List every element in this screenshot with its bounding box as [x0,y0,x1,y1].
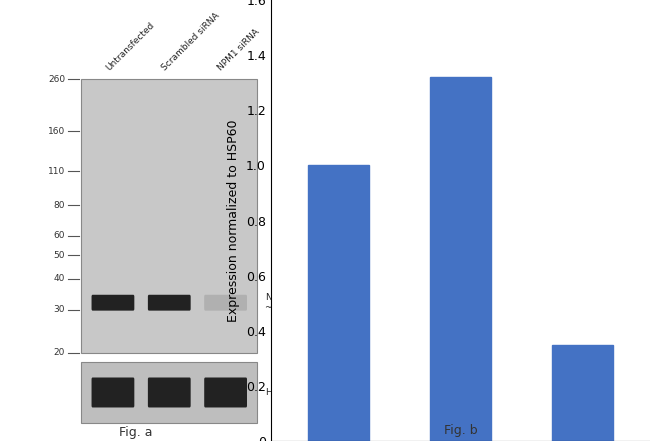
Bar [81,362,257,423]
FancyBboxPatch shape [148,377,190,407]
Bar [430,77,491,441]
Text: 80: 80 [53,201,65,209]
Text: 50: 50 [53,250,65,260]
FancyBboxPatch shape [92,377,135,407]
Text: Scrambled siRNA: Scrambled siRNA [160,11,222,73]
Text: 60: 60 [53,231,65,240]
FancyBboxPatch shape [204,295,247,310]
Text: 110: 110 [47,167,65,176]
Text: NPM1
~ 32 kDa: NPM1 ~ 32 kDa [265,293,307,312]
Text: 40: 40 [53,274,65,284]
Bar [81,79,257,353]
Text: NPM1 siRNA: NPM1 siRNA [216,28,262,73]
Text: 160: 160 [47,127,65,136]
FancyBboxPatch shape [204,377,247,407]
Text: Fig. b: Fig. b [443,424,477,437]
Y-axis label: Expression normalized to HSP60: Expression normalized to HSP60 [227,119,240,322]
Text: 20: 20 [53,348,65,357]
Bar [552,344,614,441]
Text: Fig. a: Fig. a [119,426,152,439]
Text: 260: 260 [48,75,65,84]
FancyBboxPatch shape [92,295,135,310]
Text: Untransfected: Untransfected [104,21,156,73]
FancyBboxPatch shape [148,295,190,310]
Text: HSP60: HSP60 [265,388,295,397]
Text: 30: 30 [53,305,65,314]
Bar [307,165,369,441]
